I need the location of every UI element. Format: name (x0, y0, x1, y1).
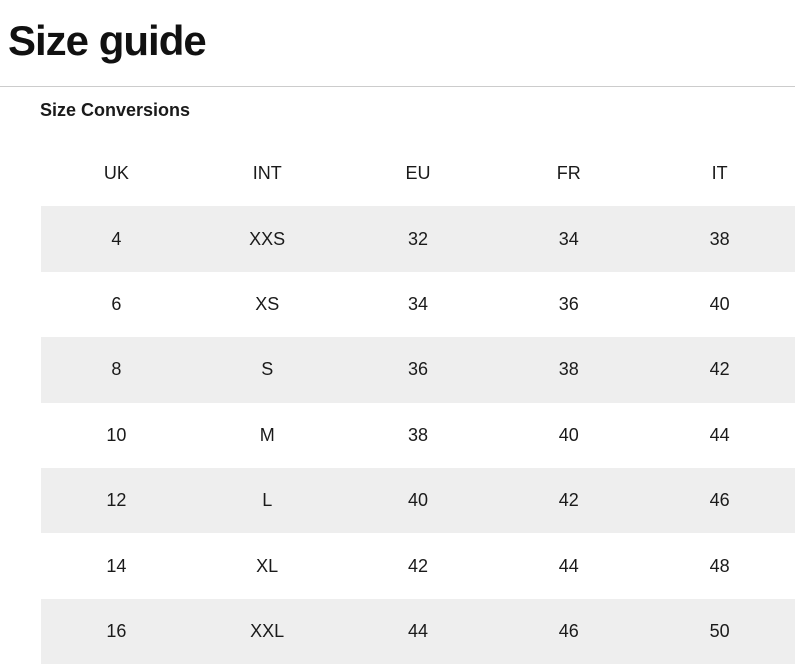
size-table-cell: 46 (709, 490, 730, 511)
size-table-cell: 34 (558, 228, 579, 249)
size-table-cell: 32 (407, 228, 428, 249)
size-table-row: 16 XXL 44 46 50 (41, 598, 795, 664)
page-title: Size guide (8, 17, 207, 64)
size-table-row: 8 S 36 38 42 (41, 337, 795, 403)
size-table-cell: 4 (111, 228, 122, 249)
size-table-cell: 12 (106, 490, 127, 511)
size-table-header-cell: FR (556, 163, 581, 184)
size-table-cell: 8 (111, 359, 122, 380)
size-table-cell: 38 (558, 359, 579, 380)
size-table-cell: 46 (558, 620, 579, 641)
size-table-cell: 48 (709, 555, 730, 576)
size-table-cell: 40 (558, 424, 579, 445)
size-table-cell: 40 (407, 490, 428, 511)
size-table-cell: 36 (407, 359, 428, 380)
size-table-header-cell: EU (405, 163, 431, 184)
section-title: Size Conversions (40, 100, 191, 120)
size-table-row: 14 XL 42 44 48 (41, 533, 795, 598)
size-table-cell: 6 (111, 293, 122, 314)
size-table-cell: M (259, 424, 275, 445)
size-table-cell: 42 (558, 490, 579, 511)
size-table-cell: 34 (407, 293, 428, 314)
title-divider (0, 86, 795, 87)
size-table-cell: 44 (558, 555, 579, 576)
size-table-cell: XL (256, 555, 279, 576)
size-table-header-cell: IT (711, 163, 728, 184)
size-table-cell: L (262, 490, 273, 511)
size-table-cell: S (261, 359, 274, 380)
size-table-header-row: UK INT EU FR IT (41, 141, 795, 206)
size-table-cell: XXL (250, 620, 285, 641)
size-table-row: 6 XS 34 36 40 (41, 272, 795, 337)
size-table-cell: 14 (106, 555, 127, 576)
size-table-cell: 36 (558, 293, 579, 314)
size-table-row: 10 M 38 40 44 (41, 403, 795, 468)
size-table-cell: 38 (407, 424, 428, 445)
size-table-header-cell: UK (103, 163, 129, 184)
size-guide-content: Size Conversions UK INT EU FR IT 4 XXS 32 34 38 6… (0, 101, 795, 664)
size-table-header-cell: INT (252, 163, 282, 184)
size-table-cell: 42 (709, 359, 730, 380)
size-table-cell: 38 (709, 228, 730, 249)
size-table-row: 4 XXS 32 34 38 (41, 206, 795, 272)
size-table-body: 4 XXS 32 34 38 6 XS 34 36 40 8 S 36 38 42 10 M 38 40 44 12 L 4… (41, 206, 795, 664)
size-table-row: 12 L 40 42 46 (41, 467, 795, 534)
size-table-cell: 10 (106, 424, 127, 445)
size-table-cell: 42 (407, 555, 428, 576)
size-conversion-table: UK INT EU FR IT 4 XXS 32 34 38 6 XS 34 36 40 8 S 36 38 42 1… (41, 141, 795, 664)
size-table-head: UK INT EU FR IT (41, 141, 795, 206)
size-table-cell: 16 (106, 620, 127, 641)
size-table-cell: 40 (709, 293, 730, 314)
size-table-cell: XXS (249, 228, 286, 249)
size-table-cell: 50 (709, 620, 730, 641)
size-table-cell: 44 (407, 620, 428, 641)
size-table-cell: XS (255, 293, 280, 314)
size-table-cell: 44 (709, 424, 730, 445)
